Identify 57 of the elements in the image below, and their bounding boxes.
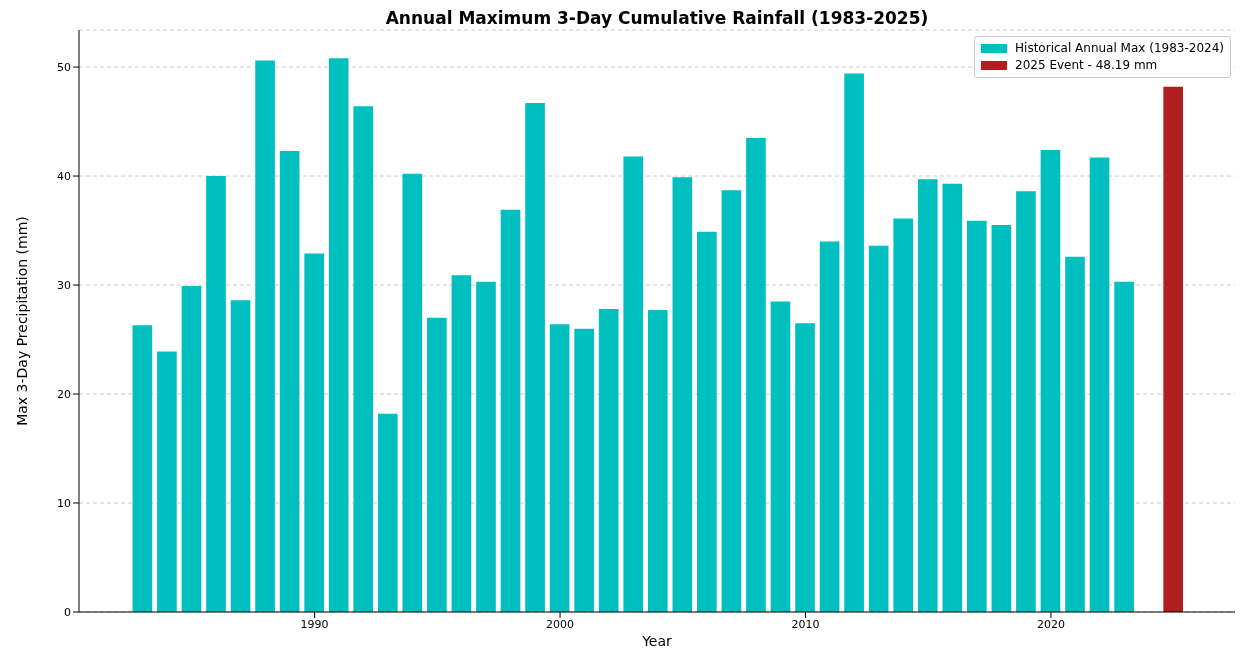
bar xyxy=(1114,281,1134,612)
x-tick-label: 2020 xyxy=(1036,617,1065,631)
y-tick-label: 40 xyxy=(57,169,71,183)
bar xyxy=(672,177,693,612)
bar xyxy=(304,253,324,612)
bar xyxy=(1040,149,1061,612)
bar xyxy=(181,286,202,612)
bar xyxy=(819,241,840,612)
bar xyxy=(770,301,791,612)
bar xyxy=(1065,256,1085,612)
bar xyxy=(721,190,742,612)
bar xyxy=(402,173,423,612)
bar xyxy=(255,60,275,612)
bar xyxy=(206,176,226,612)
bar xyxy=(991,225,1012,612)
bar xyxy=(451,275,472,612)
bar xyxy=(942,183,963,612)
bar xyxy=(476,281,496,612)
bar xyxy=(1089,157,1110,612)
bar xyxy=(549,324,570,612)
x-tick-label: 2000 xyxy=(546,617,575,631)
bar xyxy=(279,150,300,612)
legend-label: 2025 Event - 48.19 mm xyxy=(1015,57,1158,74)
x-tick-label: 1990 xyxy=(300,617,329,631)
bar xyxy=(574,328,594,612)
bar xyxy=(1163,86,1183,612)
bar xyxy=(893,218,914,612)
bar xyxy=(230,300,251,612)
y-tick-label: 20 xyxy=(57,387,71,401)
bar xyxy=(1016,191,1036,612)
bar xyxy=(377,413,398,612)
bar xyxy=(525,103,545,612)
bar xyxy=(917,179,938,612)
y-axis-title: Max 3-Day Precipitation (mm) xyxy=(13,216,30,426)
y-tick-label: 10 xyxy=(57,496,71,510)
y-tick-label: 0 xyxy=(64,605,71,619)
bar xyxy=(132,325,153,612)
bar xyxy=(427,317,447,612)
bar xyxy=(500,209,521,612)
y-tick-label: 30 xyxy=(57,278,71,292)
bar xyxy=(746,137,766,612)
bar xyxy=(328,58,349,612)
bar xyxy=(795,323,815,612)
legend-label: Historical Annual Max (1983-2024) xyxy=(1015,40,1224,57)
bar xyxy=(647,310,668,612)
bar xyxy=(353,106,374,612)
bar xyxy=(623,156,644,612)
x-axis-title: Year xyxy=(641,633,673,649)
chart-title: Annual Maximum 3-Day Cumulative Rainfall (1983-2025) xyxy=(384,8,930,28)
bar xyxy=(868,245,889,612)
x-tick-label: 2010 xyxy=(791,617,820,631)
y-tick-label: 50 xyxy=(57,60,71,74)
bar xyxy=(967,220,987,612)
bar xyxy=(697,231,717,612)
bar xyxy=(598,309,619,612)
bar xyxy=(844,73,864,612)
bar xyxy=(157,351,177,612)
